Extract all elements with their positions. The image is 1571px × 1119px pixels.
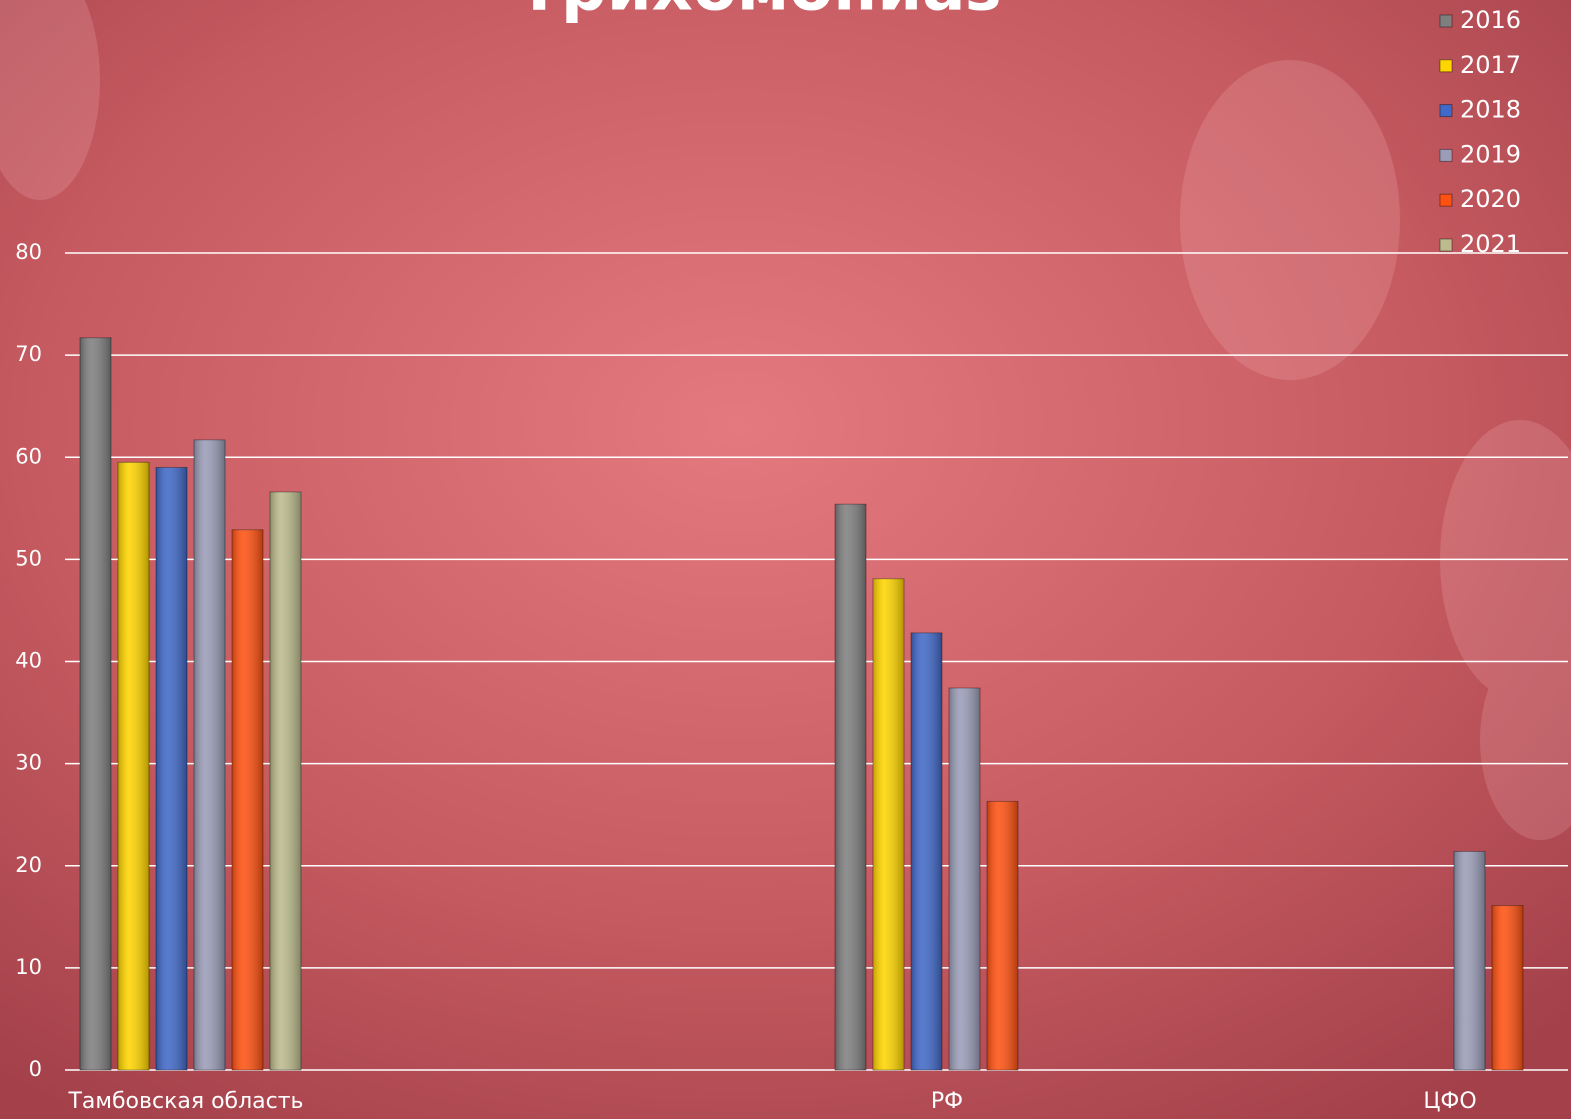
legend-swatch <box>1439 148 1453 162</box>
bar <box>231 529 264 1071</box>
bar <box>834 503 867 1071</box>
bar <box>986 800 1019 1071</box>
bar <box>872 578 905 1071</box>
legend-label: 2020 <box>1460 185 1521 213</box>
bar <box>155 466 188 1071</box>
x-tick-label: РФ <box>931 1089 963 1114</box>
bar <box>193 439 226 1071</box>
y-tick-label: 40 <box>15 649 42 673</box>
bar <box>910 632 943 1071</box>
bar <box>1491 905 1524 1071</box>
y-tick-label: 60 <box>15 444 42 468</box>
legend-swatch <box>1439 104 1453 118</box>
legend-swatch <box>1439 193 1453 207</box>
x-tick-label: ЦФО <box>1423 1089 1476 1114</box>
bar <box>948 687 981 1071</box>
legend-label: 2021 <box>1460 230 1521 258</box>
legend-swatch <box>1439 238 1453 252</box>
chart-title: Трихомониаз <box>517 0 1002 26</box>
bar <box>79 337 112 1071</box>
y-tick-label: 80 <box>15 240 42 264</box>
bar <box>117 461 150 1071</box>
legend-swatch <box>1439 14 1453 28</box>
legend-label: 2019 <box>1460 140 1521 168</box>
legend-label: 2018 <box>1460 96 1521 124</box>
y-tick-label: 70 <box>15 342 42 366</box>
x-tick-label: Тамбовская область <box>67 1089 303 1114</box>
legend-label: 2016 <box>1460 6 1521 34</box>
bar <box>1453 850 1486 1071</box>
y-tick-label: 10 <box>15 955 42 979</box>
bar <box>269 491 302 1071</box>
y-tick-label: 0 <box>29 1057 42 1081</box>
y-tick-label: 30 <box>15 751 42 775</box>
legend-label: 2017 <box>1460 51 1521 79</box>
y-tick-label: 50 <box>15 546 42 570</box>
legend-swatch <box>1439 59 1453 73</box>
y-tick-label: 20 <box>15 853 42 877</box>
